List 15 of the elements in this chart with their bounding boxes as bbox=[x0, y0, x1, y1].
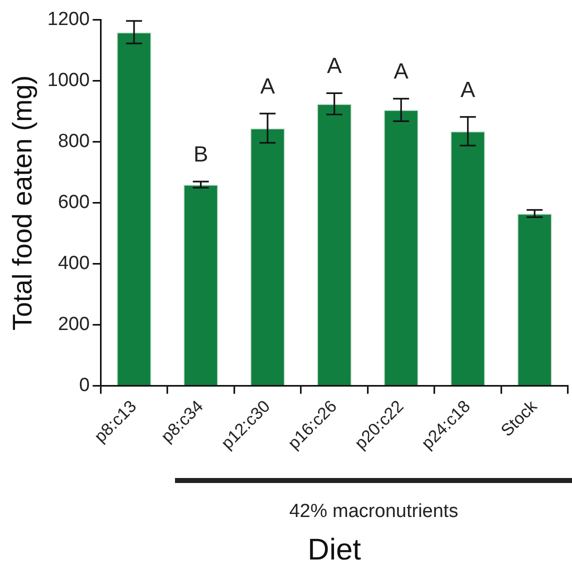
text: 42% macronutrients bbox=[289, 501, 458, 522]
y-tick-label: 1200 bbox=[47, 9, 90, 30]
annotation: A bbox=[326, 53, 342, 78]
y-tick-label: 800 bbox=[58, 131, 90, 152]
x-axis-title: Diet bbox=[308, 533, 362, 566]
y-tick-label: 0 bbox=[79, 375, 90, 396]
y-tick-label: 200 bbox=[58, 314, 90, 336]
y-axis-title: Total food eaten (mg) bbox=[8, 75, 38, 330]
y-tick-label: 1000 bbox=[47, 70, 90, 92]
annotation: A bbox=[460, 77, 476, 102]
annotation: B bbox=[193, 142, 208, 167]
annotation: A bbox=[394, 58, 409, 84]
annotation: A bbox=[260, 74, 276, 99]
y-tick-label: 400 bbox=[58, 253, 90, 274]
y-tick-label: 600 bbox=[58, 192, 90, 214]
